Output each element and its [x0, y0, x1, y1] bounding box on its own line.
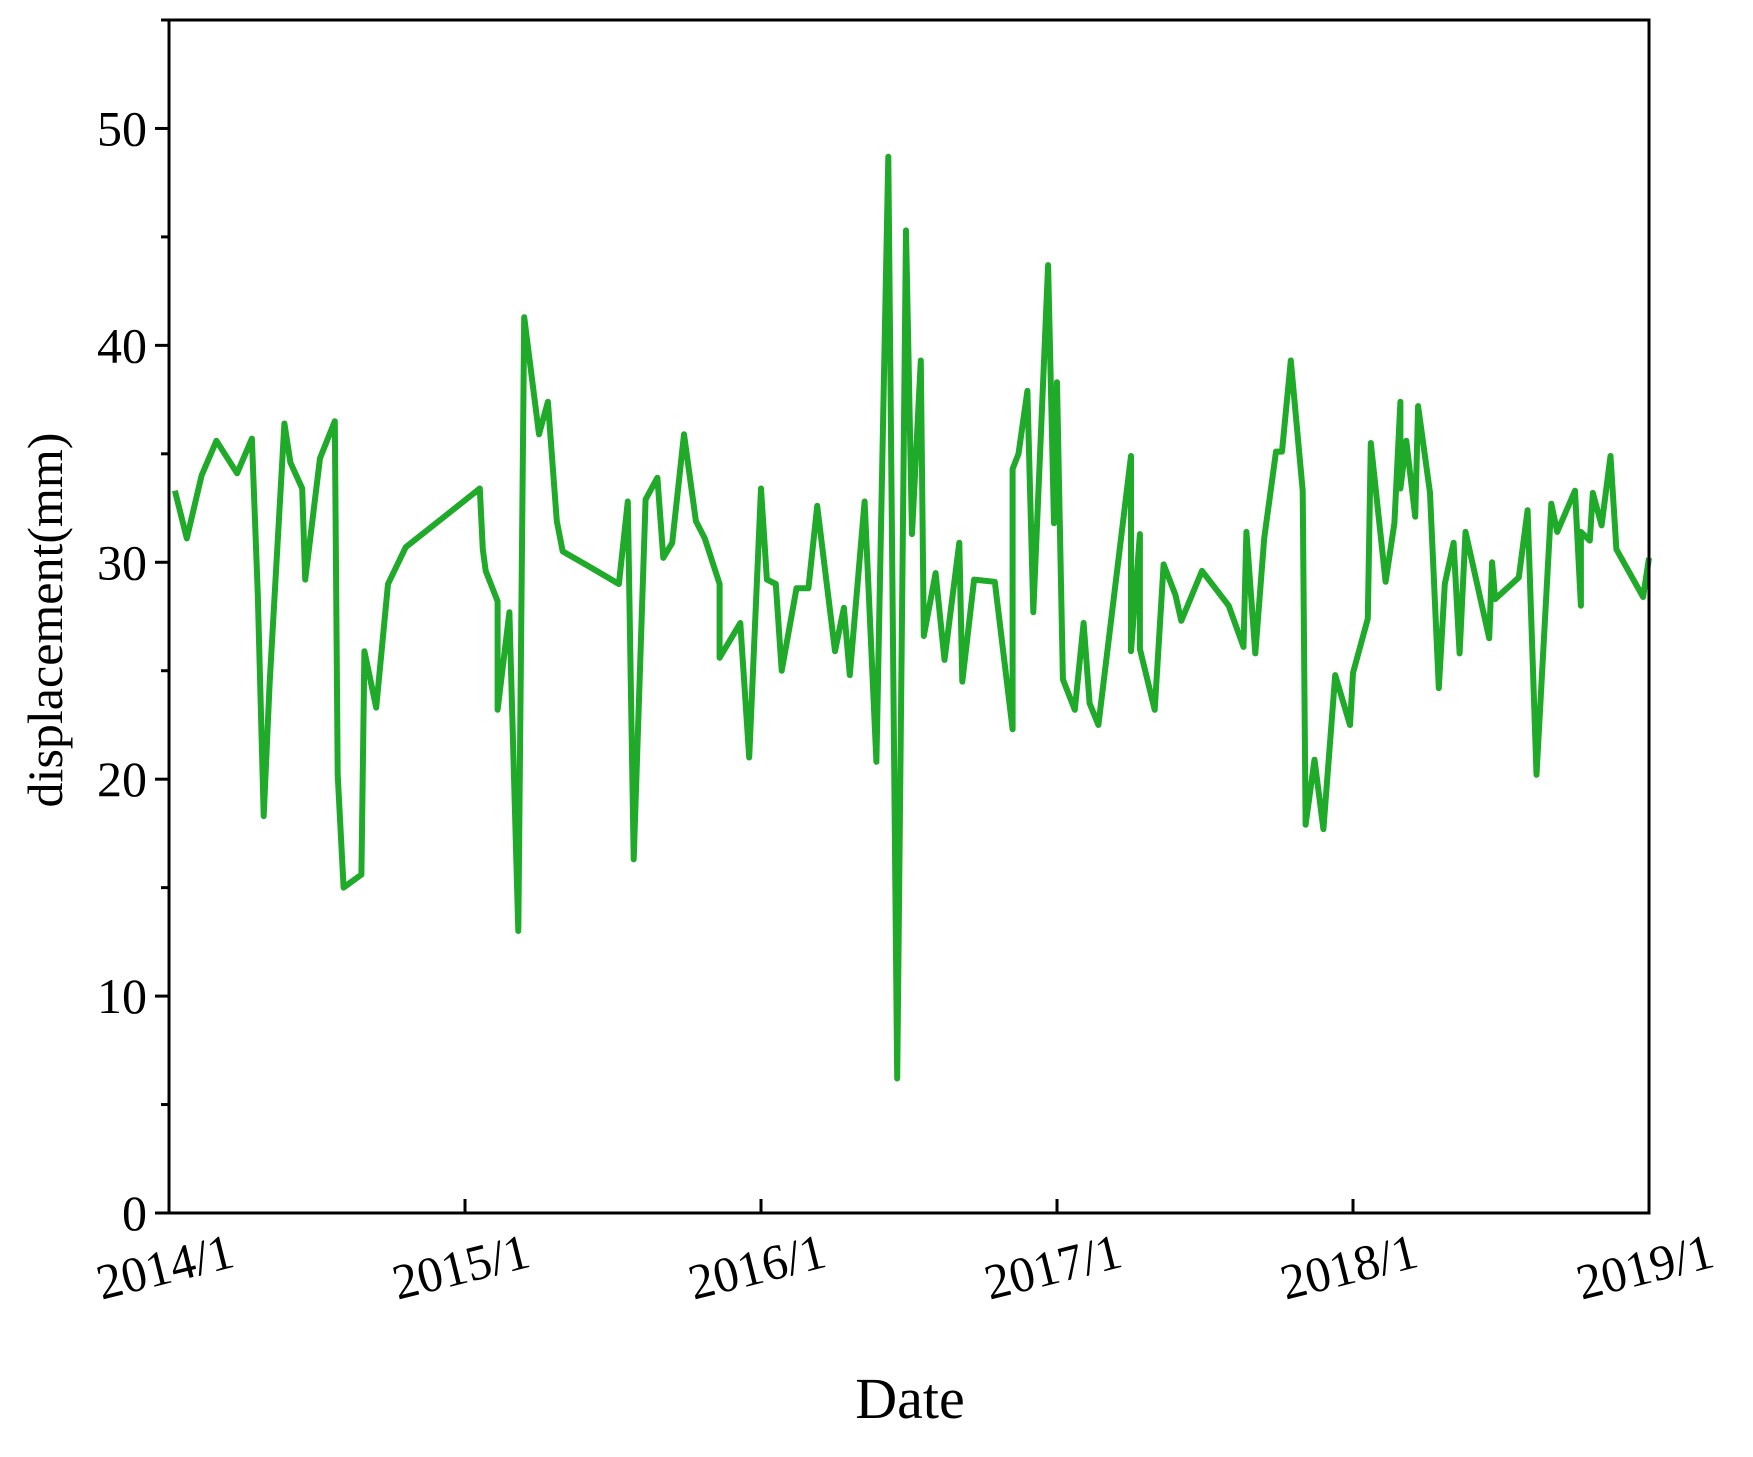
y-tick-label: 10: [97, 968, 147, 1024]
y-tick-label: 40: [97, 317, 147, 373]
x-tick-label: 2016/1: [683, 1223, 831, 1311]
x-tick-label: 2017/1: [979, 1223, 1127, 1311]
x-tick-label: 2019/1: [1571, 1223, 1719, 1311]
y-tick-label: 20: [97, 751, 147, 807]
x-tick-label: 2014/1: [91, 1223, 239, 1311]
data-line: [171, 153, 1652, 1082]
plot-frame: [167, 18, 1651, 1215]
y-tick-label: 30: [97, 534, 147, 590]
x-tick-label: 2018/1: [1275, 1223, 1423, 1311]
x-tick-label: 2015/1: [387, 1223, 535, 1311]
y-axis-label: displacement(mm): [17, 433, 73, 808]
x-axis-label: Date: [855, 1366, 965, 1431]
y-tick-label: 0: [122, 1185, 147, 1241]
y-tick-label: 50: [97, 100, 147, 156]
